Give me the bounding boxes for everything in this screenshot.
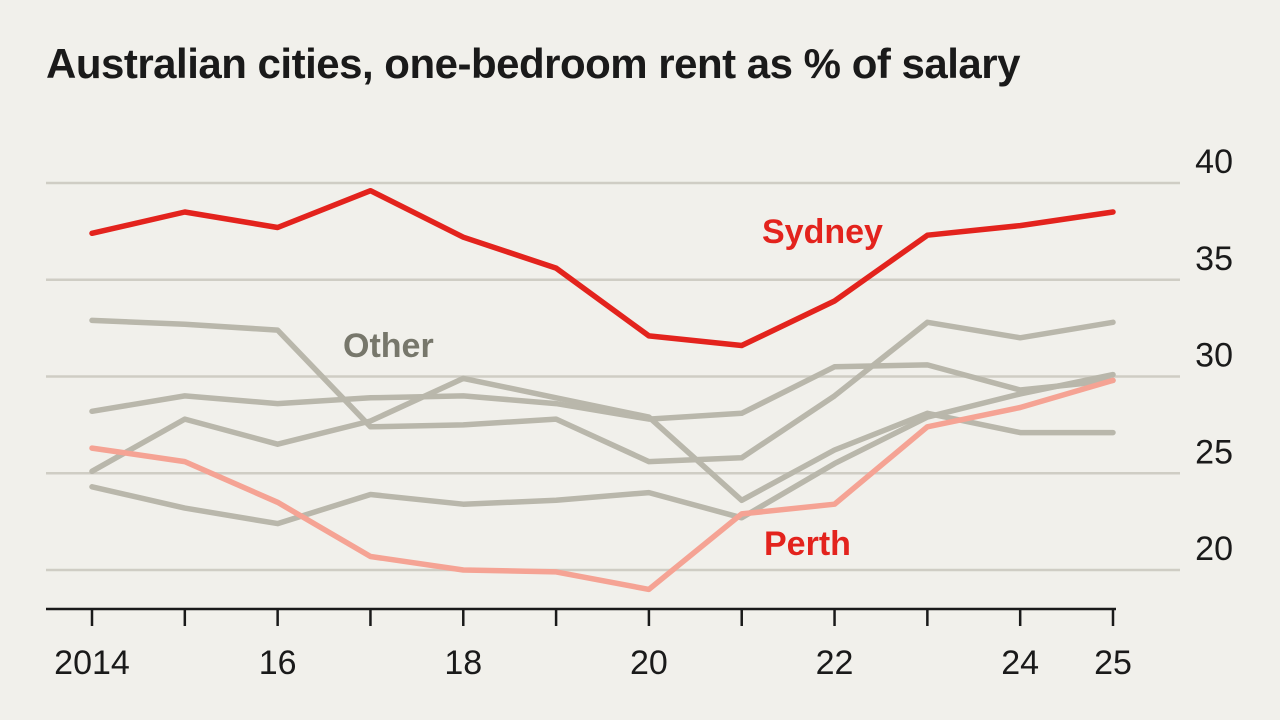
y-tick-label: 30 bbox=[1195, 337, 1233, 375]
series-line-other-2 bbox=[89, 317, 1116, 465]
x-tick-label: 2014 bbox=[54, 644, 130, 682]
x-tick-label: 18 bbox=[444, 644, 482, 682]
series-line-other-3 bbox=[89, 362, 1116, 422]
x-tick-label: 25 bbox=[1094, 644, 1132, 682]
series-label-perth: Perth bbox=[764, 525, 851, 563]
y-tick-label: 40 bbox=[1195, 143, 1233, 181]
series-line-perth bbox=[89, 377, 1116, 593]
x-tick-label: 16 bbox=[259, 644, 297, 682]
y-tick-label: 35 bbox=[1195, 240, 1233, 278]
series-line-other-4 bbox=[89, 375, 1116, 504]
y-tick-label: 20 bbox=[1195, 530, 1233, 568]
series-line-sydney bbox=[89, 187, 1116, 349]
chart-title: Australian cities, one-bedroom rent as %… bbox=[46, 40, 1020, 87]
series-label-sydney: Sydney bbox=[762, 213, 883, 251]
y-tick-label: 25 bbox=[1195, 433, 1233, 471]
x-tick-label: 20 bbox=[630, 644, 668, 682]
series-line-other-5 bbox=[89, 371, 1116, 527]
series-label-other: Other bbox=[343, 327, 434, 365]
x-tick-label: 22 bbox=[816, 644, 854, 682]
x-tick-label: 24 bbox=[1001, 644, 1039, 682]
